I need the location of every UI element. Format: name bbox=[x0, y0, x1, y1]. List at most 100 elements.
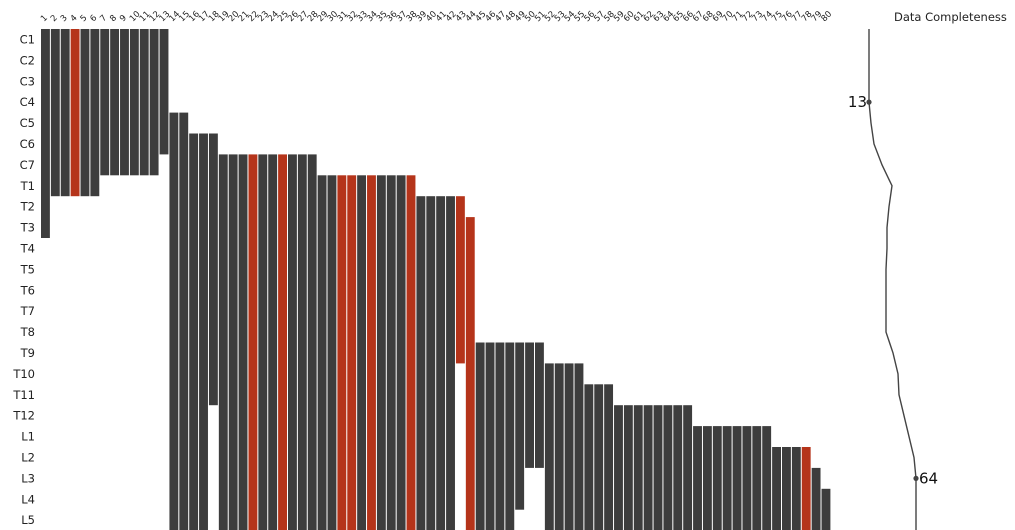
column-label: 7 bbox=[98, 13, 109, 24]
missing-block bbox=[554, 363, 564, 530]
column-label: 6 bbox=[88, 13, 99, 24]
row-label: C7 bbox=[20, 158, 35, 172]
missing-block bbox=[268, 154, 278, 530]
missing-block bbox=[574, 363, 584, 530]
column-label: 1 bbox=[39, 13, 50, 24]
missing-block bbox=[683, 405, 693, 530]
missing-block bbox=[653, 405, 663, 530]
missing-block bbox=[584, 384, 594, 530]
missing-block bbox=[278, 154, 287, 530]
row-label: T8 bbox=[20, 325, 35, 339]
matrix-cells bbox=[41, 29, 831, 530]
row-label: T11 bbox=[12, 388, 35, 402]
missing-block bbox=[238, 154, 248, 530]
missing-block bbox=[189, 133, 199, 530]
row-label: T9 bbox=[20, 346, 35, 360]
missing-block bbox=[288, 154, 297, 530]
completeness-curve bbox=[868, 29, 917, 530]
missing-block bbox=[159, 29, 169, 155]
missing-block bbox=[663, 405, 673, 530]
missing-block bbox=[752, 426, 762, 530]
missing-block bbox=[801, 447, 811, 530]
missing-block bbox=[258, 154, 268, 530]
missing-block bbox=[535, 342, 544, 468]
missing-block bbox=[100, 29, 110, 176]
missing-block bbox=[129, 29, 139, 176]
row-label: L5 bbox=[21, 513, 35, 527]
column-label: 9 bbox=[118, 13, 129, 24]
missing-block bbox=[772, 447, 781, 530]
row-label: C6 bbox=[20, 137, 35, 151]
missing-block bbox=[110, 29, 120, 176]
missing-block bbox=[120, 29, 129, 176]
row-label: T5 bbox=[20, 262, 35, 276]
row-labels: C1 C2 C3 C4 C5 C6 C7 T1 T2 T3 T4 T5 T6 T7 T8 T9 T10 T11 T1… bbox=[12, 32, 35, 527]
missing-block bbox=[643, 405, 653, 530]
missing-block bbox=[228, 154, 238, 530]
missing-block bbox=[218, 154, 228, 530]
missing-block bbox=[722, 426, 732, 530]
missing-block bbox=[455, 196, 465, 364]
row-label: C4 bbox=[20, 95, 35, 109]
missing-block bbox=[199, 133, 208, 530]
row-label: T2 bbox=[20, 200, 35, 214]
row-label: L2 bbox=[21, 450, 35, 464]
missing-block bbox=[337, 175, 347, 530]
missing-block bbox=[623, 405, 633, 530]
missing-block bbox=[604, 384, 614, 530]
row-label: T3 bbox=[20, 221, 35, 235]
missing-block bbox=[41, 29, 50, 238]
missing-block bbox=[614, 405, 623, 530]
missing-block bbox=[149, 29, 159, 176]
row-label: C5 bbox=[20, 116, 35, 130]
column-label: 8 bbox=[108, 13, 119, 24]
missing-block bbox=[446, 196, 455, 530]
missing-block bbox=[485, 342, 495, 530]
missing-block bbox=[396, 175, 406, 530]
column-label: 80 bbox=[820, 9, 835, 24]
missing-block bbox=[495, 342, 505, 530]
row-label: T1 bbox=[20, 179, 35, 193]
column-label: 2 bbox=[49, 13, 60, 24]
missing-block bbox=[60, 29, 70, 197]
row-label: C1 bbox=[20, 32, 35, 46]
missing-block bbox=[673, 405, 683, 530]
completeness-title: Data Completeness bbox=[894, 10, 1007, 24]
row-label: L1 bbox=[21, 430, 35, 444]
missing-block bbox=[505, 342, 515, 530]
missing-block bbox=[525, 342, 534, 468]
missing-block bbox=[169, 112, 179, 530]
missing-block bbox=[475, 342, 485, 530]
missing-block bbox=[208, 133, 218, 406]
column-labels: 1234567891011121314151617181920212223242… bbox=[39, 9, 834, 24]
missing-block bbox=[179, 112, 189, 530]
missing-block bbox=[386, 175, 396, 530]
row-label: L4 bbox=[21, 492, 35, 506]
missing-block bbox=[633, 405, 643, 530]
column-label: 5 bbox=[79, 13, 90, 24]
missing-block bbox=[732, 426, 742, 530]
row-label: C3 bbox=[20, 74, 35, 88]
missing-block bbox=[811, 467, 821, 530]
row-label: T12 bbox=[12, 409, 35, 423]
completeness-min-label: 13 bbox=[848, 93, 867, 111]
missing-block bbox=[693, 426, 702, 530]
missing-block bbox=[416, 196, 426, 530]
missing-block bbox=[426, 196, 436, 530]
missing-block bbox=[297, 154, 307, 530]
missing-block bbox=[762, 426, 772, 530]
row-label: T7 bbox=[20, 304, 35, 318]
row-label: L3 bbox=[21, 471, 35, 485]
missing-block bbox=[465, 217, 475, 530]
missing-block bbox=[702, 426, 712, 530]
column-label: 3 bbox=[59, 13, 70, 24]
missing-block bbox=[436, 196, 446, 530]
row-label: C2 bbox=[20, 53, 35, 67]
missing-block bbox=[90, 29, 100, 197]
missing-block bbox=[80, 29, 90, 197]
missing-block bbox=[327, 175, 337, 530]
missing-block bbox=[782, 447, 791, 530]
completeness-max-marker bbox=[913, 475, 919, 481]
missing-block bbox=[70, 29, 80, 197]
